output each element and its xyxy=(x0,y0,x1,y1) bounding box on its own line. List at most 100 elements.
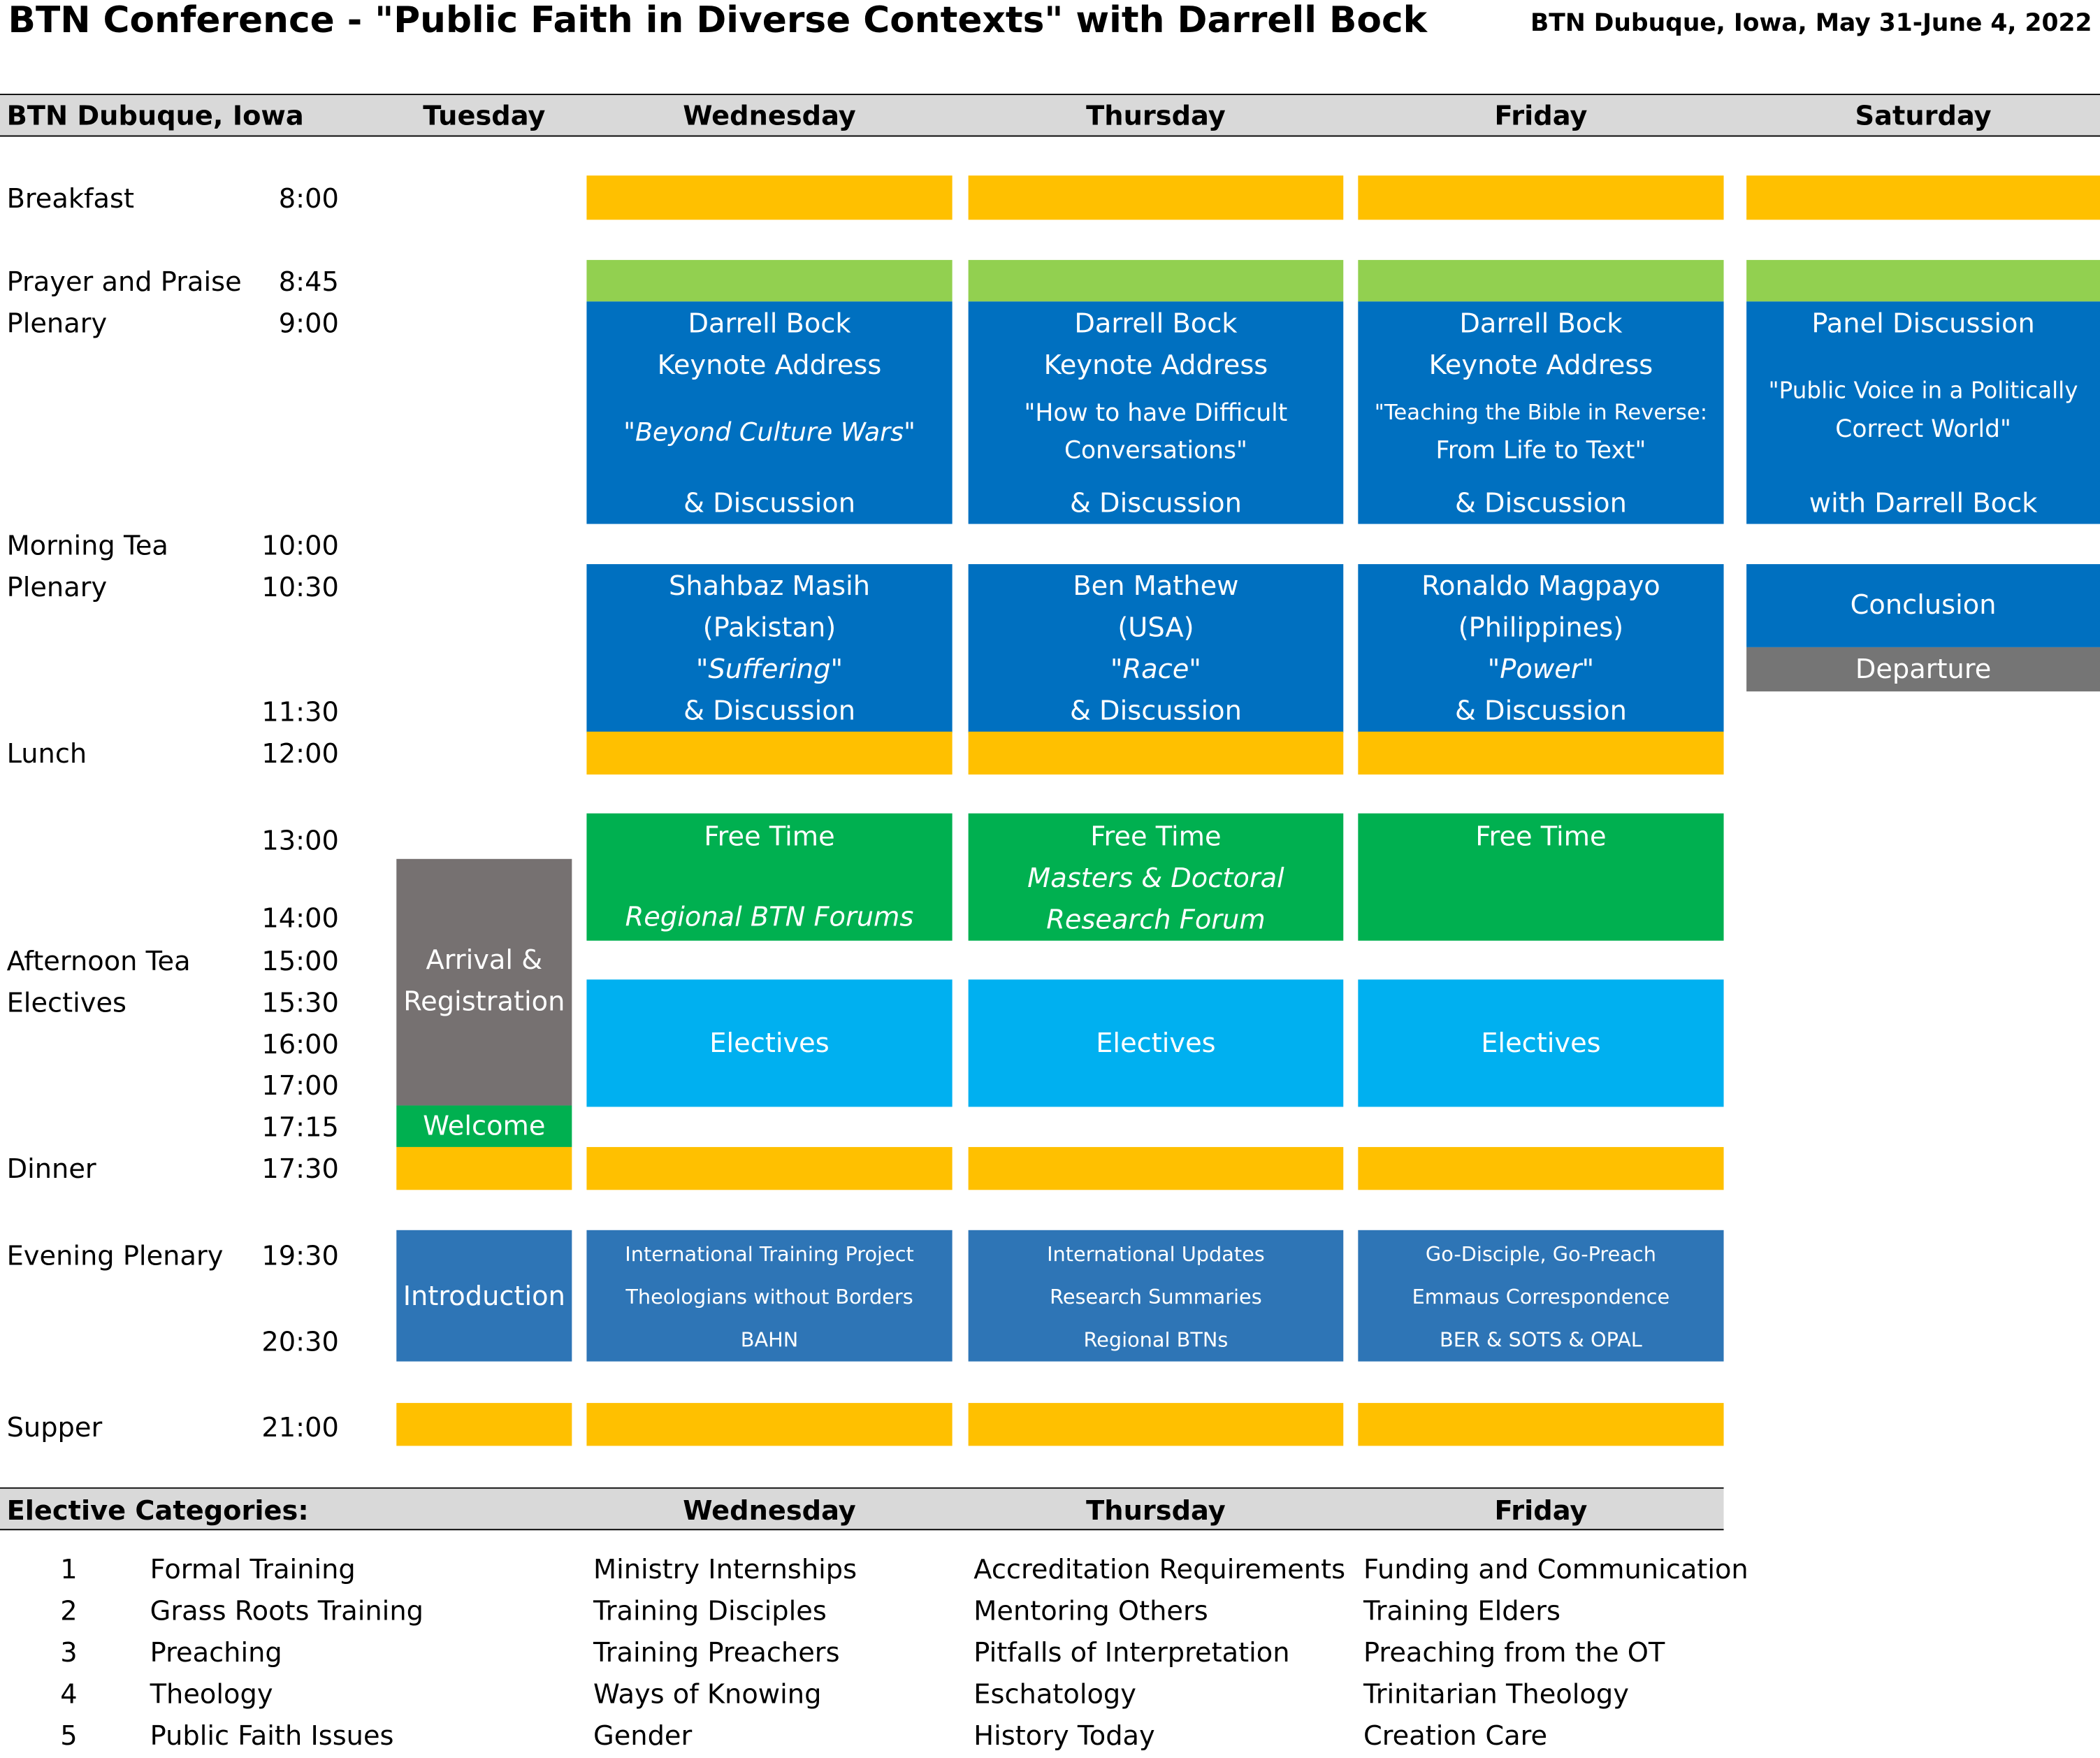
breakfast-block xyxy=(586,175,953,220)
session-time: 8:45 xyxy=(278,265,339,298)
keynote-kind: Keynote Address xyxy=(1043,348,1268,381)
evening-item: Research Summaries xyxy=(1050,1285,1262,1309)
elective-thu: Pitfalls of Interpretation xyxy=(973,1636,1290,1669)
elective-thu: Eschatology xyxy=(973,1678,1136,1710)
elective-thu: Accreditation Requirements xyxy=(973,1552,1346,1585)
supper-block xyxy=(396,1403,572,1446)
conclusion-label: Conclusion xyxy=(1850,588,1997,621)
header-bottom-rule xyxy=(0,135,2100,137)
keynote-kind: Keynote Address xyxy=(657,348,882,381)
free-time-block-friday: Free Time xyxy=(1358,813,1724,941)
welcome-block: Welcome xyxy=(396,1105,572,1147)
session-label: Plenary xyxy=(6,570,108,603)
elective-wed: Ways of Knowing xyxy=(593,1678,822,1710)
session-label: Electives xyxy=(6,986,127,1018)
plenary-discussion: & Discussion xyxy=(1454,694,1627,727)
elective-number: 3 xyxy=(60,1636,78,1669)
keynote-block-wednesday: Darrell Bock Keynote Address "Beyond Cul… xyxy=(586,301,953,524)
evening-item: Emmaus Correspondence xyxy=(1412,1285,1670,1309)
keynote-discussion: & Discussion xyxy=(683,486,855,519)
evening-block-wednesday: International Training Project Theologia… xyxy=(586,1230,953,1362)
prayer-block xyxy=(586,259,953,302)
elective-number: 5 xyxy=(60,1719,78,1752)
electives-block-thursday: Electives xyxy=(968,979,1344,1107)
elective-wed: Gender xyxy=(593,1719,693,1752)
day-header-thursday: Thursday xyxy=(1086,99,1226,131)
session-time: 21:00 xyxy=(261,1411,339,1443)
breakfast-block xyxy=(968,175,1344,220)
electives-label: Electives xyxy=(1096,1026,1216,1059)
elective-thu: History Today xyxy=(973,1719,1155,1752)
evening-block-thursday: International Updates Research Summaries… xyxy=(968,1230,1344,1362)
prayer-block xyxy=(1358,259,1724,302)
free-time-forum: Regional BTN Forums xyxy=(625,900,914,933)
session-time: 8:00 xyxy=(278,182,339,215)
panel-block-saturday: Panel Discussion "Public Voice in a Poli… xyxy=(1746,301,2100,524)
departure-block: Departure xyxy=(1746,647,2100,692)
prayer-block xyxy=(1746,259,2100,302)
arrival-block: Arrival & Registration xyxy=(396,858,572,1106)
session-time: 19:30 xyxy=(261,1239,339,1272)
plenary-discussion: & Discussion xyxy=(683,694,855,727)
dinner-block xyxy=(968,1146,1344,1190)
elective-wed: Training Disciples xyxy=(593,1594,827,1627)
electives-block-friday: Electives xyxy=(1358,979,1724,1107)
session-time: 15:00 xyxy=(261,944,339,977)
session-label: Plenary xyxy=(6,306,108,340)
free-time-block-wednesday: Free Time Regional BTN Forums xyxy=(586,813,953,941)
session-time: 10:00 xyxy=(261,529,339,562)
evening-item: Theologians without Borders xyxy=(625,1285,913,1309)
evening-item: Regional BTNs xyxy=(1083,1327,1229,1353)
keynote-topic: "Beyond Culture Wars" xyxy=(623,418,915,448)
session-label: Morning Tea xyxy=(6,529,168,562)
elective-fri: Creation Care xyxy=(1363,1719,1548,1752)
plenary-speaker: Ronaldo Magpayo xyxy=(1421,569,1660,602)
supper-block xyxy=(586,1403,953,1446)
session-time: 17:00 xyxy=(261,1069,339,1102)
conclusion-block: Conclusion xyxy=(1746,564,2100,647)
elective-number: 2 xyxy=(60,1594,78,1627)
lunch-block xyxy=(968,731,1344,775)
session-label: Breakfast xyxy=(6,182,135,215)
session-label: Supper xyxy=(6,1411,103,1443)
session-time: 12:00 xyxy=(261,737,339,770)
electives-day-friday: Friday xyxy=(1494,1494,1588,1527)
plenary-topic: "Race" xyxy=(1110,652,1201,685)
plenary2-block-wednesday: Shahbaz Masih (Pakistan) "Suffering" & D… xyxy=(586,564,953,733)
session-time: 13:00 xyxy=(261,823,339,856)
table-header-bar xyxy=(0,95,2100,136)
plenary-country: (Philippines) xyxy=(1458,611,1624,644)
elective-category: Grass Roots Training xyxy=(150,1594,423,1627)
keynote-speaker: Darrell Bock xyxy=(1459,306,1623,340)
supper-block xyxy=(968,1403,1344,1446)
elective-category: Formal Training xyxy=(150,1552,356,1585)
elective-wed: Ministry Internships xyxy=(593,1552,857,1585)
keynote-speaker: Darrell Bock xyxy=(688,306,851,340)
free-time-forum: Masters & Doctoral xyxy=(1027,861,1284,894)
session-label: Dinner xyxy=(6,1152,96,1185)
elective-category: Public Faith Issues xyxy=(150,1719,394,1752)
keynote-discussion: & Discussion xyxy=(1454,486,1627,519)
elective-fri: Training Elders xyxy=(1363,1594,1560,1627)
dinner-block xyxy=(1358,1146,1724,1190)
elective-number: 4 xyxy=(60,1678,78,1710)
session-time: 11:30 xyxy=(261,695,339,728)
session-time: 10:30 xyxy=(261,570,339,603)
arrival-label: Registration xyxy=(403,984,565,1018)
session-label: Prayer and Praise xyxy=(6,265,242,298)
free-time-title: Free Time xyxy=(704,820,835,853)
plenary-topic: "Power" xyxy=(1487,652,1595,685)
supper-block xyxy=(1358,1403,1724,1446)
lunch-block xyxy=(1358,731,1724,775)
keynote-kind: Keynote Address xyxy=(1428,348,1653,381)
panel-title: Panel Discussion xyxy=(1811,306,2035,340)
evening-item: BAHN xyxy=(740,1327,799,1353)
evening-item: International Updates xyxy=(1047,1242,1265,1267)
plenary-speaker: Shahbaz Masih xyxy=(669,569,871,602)
plenary-country: (USA) xyxy=(1117,611,1194,644)
keynote-topic: From Life to Text" xyxy=(1435,436,1646,466)
electives-day-thursday: Thursday xyxy=(1086,1494,1226,1527)
session-label: Lunch xyxy=(6,737,87,770)
elective-thu: Mentoring Others xyxy=(973,1594,1208,1627)
